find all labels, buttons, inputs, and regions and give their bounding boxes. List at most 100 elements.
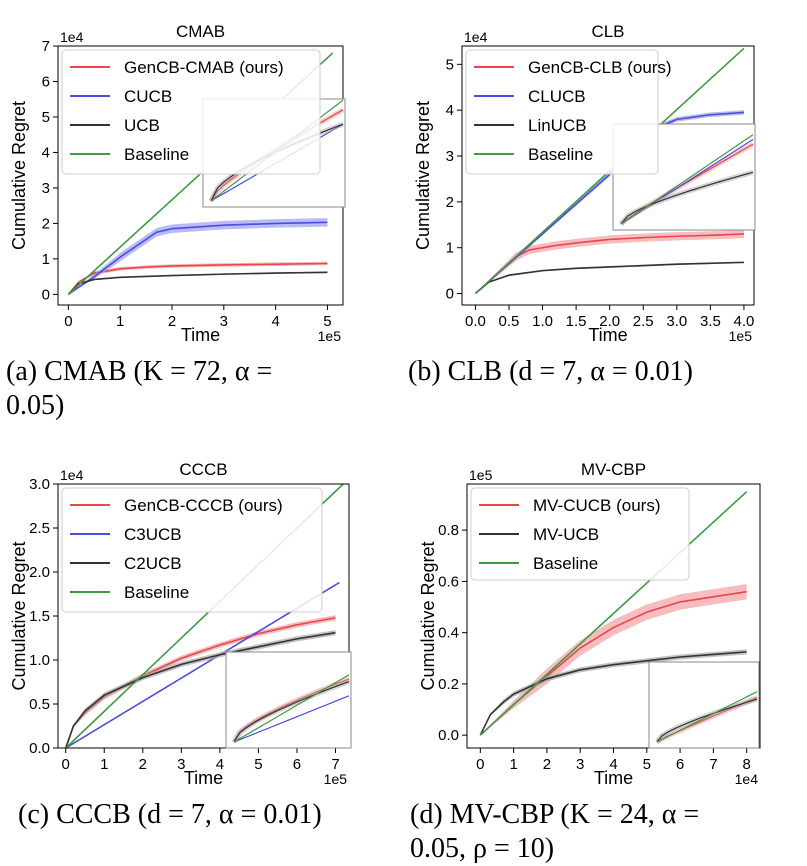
legend-box bbox=[61, 49, 321, 175]
legend-entry: Baseline bbox=[528, 145, 593, 164]
caption-c: (c) CCCB (d = 7, α = 0.01) bbox=[18, 798, 322, 832]
legend-entry: C3UCB bbox=[124, 525, 182, 544]
y-multiplier: 1e4 bbox=[464, 29, 488, 45]
legend-entry: UCB bbox=[124, 116, 160, 135]
x-tick-label: 0.5 bbox=[499, 313, 520, 330]
y-tick-label: 0 bbox=[42, 286, 50, 303]
y-tick-label: 0.2 bbox=[438, 676, 459, 693]
x-tick-label: 2 bbox=[139, 756, 147, 773]
chart-title: CMAB bbox=[176, 22, 225, 41]
caption-d-line1: (d) MV-CBP (K = 24, α = bbox=[410, 799, 700, 830]
legend: GenCB-CLB (ours) CLUCB LinUCB Baseline bbox=[465, 49, 672, 175]
y-tick-label: 0.8 bbox=[438, 522, 459, 539]
x-tick-label: 3 bbox=[177, 756, 185, 773]
y-tick-label: 1 bbox=[42, 251, 50, 268]
chart-3: 0 1 2 3 4 5 6 7 0.0 0.5 1.0 1.5 2.0 2.5 3.0 CCCB Time Cum… bbox=[9, 460, 352, 788]
inset-line-blue bbox=[233, 695, 350, 743]
x-tick-label: 0 bbox=[476, 756, 484, 773]
x-tick-label: 2 bbox=[543, 756, 551, 773]
x-tick-label: 3.5 bbox=[700, 313, 721, 330]
x-tick-label: 7 bbox=[709, 756, 717, 773]
x-tick-label: 4 bbox=[609, 756, 617, 773]
legend-box bbox=[465, 49, 659, 175]
y-tick-label: 0 bbox=[446, 286, 454, 303]
y-tick-label: 3 bbox=[446, 148, 454, 165]
chart-title: CCCB bbox=[179, 460, 227, 479]
legend: GenCB-CCCB (ours) C3UCB C2UCB Baseline bbox=[61, 487, 323, 613]
y-tick-label: 0.6 bbox=[438, 573, 459, 590]
series-band-red bbox=[68, 261, 328, 295]
x-tick-label: 1.5 bbox=[566, 313, 587, 330]
legend-entry: GenCB-CLB (ours) bbox=[528, 58, 672, 77]
y-tick-label: 2 bbox=[42, 215, 50, 232]
inset-line-green bbox=[620, 134, 754, 225]
caption-c-line1: (c) CCCB (d = 7, α = 0.01) bbox=[18, 799, 322, 830]
y-tick-label: 2 bbox=[446, 194, 454, 211]
x-axis-label: Time bbox=[588, 325, 627, 345]
x-tick-label: 7 bbox=[331, 756, 339, 773]
series-line-red bbox=[67, 262, 328, 295]
x-tick-label: 5 bbox=[254, 756, 262, 773]
x-tick-label: 0 bbox=[64, 313, 72, 330]
legend: GenCB-CMAB (ours) CUCB UCB Baseline bbox=[61, 49, 321, 175]
legend-entry: Baseline bbox=[533, 554, 598, 573]
inset-area bbox=[655, 691, 758, 745]
y-tick-label: 0.0 bbox=[29, 740, 50, 757]
series-band-red bbox=[475, 229, 744, 294]
legend-entry: LinUCB bbox=[528, 116, 587, 135]
series-line-black bbox=[479, 651, 747, 736]
y-tick-label: 1.5 bbox=[29, 608, 50, 625]
caption-b-line1: (b) CLB (d = 7, α = 0.01) bbox=[408, 356, 694, 387]
legend-entry: GenCB-CCCB (ours) bbox=[124, 496, 283, 515]
chart-title: CLB bbox=[591, 22, 624, 41]
inset-line-black bbox=[233, 680, 350, 743]
x-tick-label: 3 bbox=[220, 313, 228, 330]
x-tick-label: 2 bbox=[168, 313, 176, 330]
inset-area bbox=[231, 674, 350, 744]
series-line-blue bbox=[67, 221, 328, 296]
x-tick-label: 5 bbox=[323, 313, 331, 330]
x-tick-label: 1 bbox=[509, 756, 517, 773]
x-tick-label: 1 bbox=[100, 756, 108, 773]
plot-area bbox=[479, 491, 748, 736]
y-tick-label: 2.5 bbox=[29, 520, 50, 537]
x-tick-label: 4 bbox=[216, 756, 224, 773]
y-tick-label: 4 bbox=[446, 102, 454, 119]
caption-b: (b) CLB (d = 7, α = 0.01) bbox=[408, 355, 693, 389]
series-band-red bbox=[480, 583, 747, 736]
legend-entry: CUCB bbox=[124, 87, 172, 106]
legend-entry: CLUCB bbox=[528, 87, 586, 106]
x-axis-label: Time bbox=[181, 325, 220, 345]
inset-line-green bbox=[656, 691, 758, 743]
caption-d: (d) MV-CBP (K = 24, α = 0.05, ρ = 10) bbox=[410, 798, 699, 866]
legend-box bbox=[61, 487, 323, 613]
series-line-black bbox=[474, 261, 744, 295]
inset-plot bbox=[648, 661, 760, 749]
y-tick-label: 1.0 bbox=[29, 652, 50, 669]
inset-plot bbox=[225, 651, 352, 749]
x-tick-label: 1 bbox=[116, 313, 124, 330]
legend-entry: MV-CUCB (ours) bbox=[533, 496, 661, 515]
x-tick-label: 3 bbox=[576, 756, 584, 773]
y-tick-label: 6 bbox=[42, 73, 50, 90]
legend-box bbox=[470, 487, 690, 581]
legend-entry: C2UCB bbox=[124, 554, 182, 573]
legend-entry: Baseline bbox=[124, 145, 189, 164]
legend-entry: GenCB-CMAB (ours) bbox=[124, 58, 284, 77]
x-multiplier: 1e4 bbox=[735, 771, 759, 787]
x-tick-label: 3.0 bbox=[666, 313, 687, 330]
y-tick-label: 5 bbox=[42, 109, 50, 126]
series-band-black bbox=[475, 261, 744, 294]
x-tick-label: 6 bbox=[676, 756, 684, 773]
x-tick-label: 8 bbox=[743, 756, 751, 773]
y-axis-label: Cumulative Regret bbox=[9, 541, 29, 690]
y-tick-label: 0.0 bbox=[438, 727, 459, 744]
series-band-black bbox=[65, 630, 336, 748]
y-tick-label: 7 bbox=[42, 38, 50, 55]
x-tick-label: 2.0 bbox=[599, 313, 620, 330]
inset-line-green bbox=[233, 674, 350, 743]
series-line-black bbox=[64, 631, 336, 748]
x-tick-label: 4 bbox=[271, 313, 279, 330]
inset-plot bbox=[612, 123, 756, 231]
y-multiplier: 1e4 bbox=[60, 29, 84, 45]
